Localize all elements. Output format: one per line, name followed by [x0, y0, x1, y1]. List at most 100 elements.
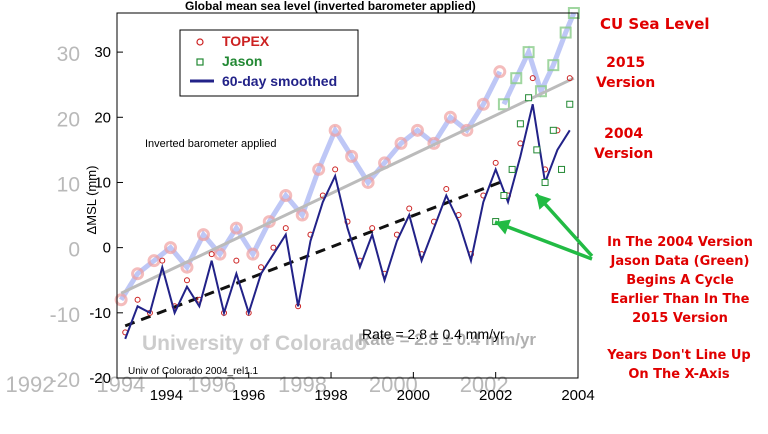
- topex-point: [134, 296, 141, 303]
- cu-sea-level-label: CU Sea Level: [600, 15, 710, 33]
- footer-text: Univ of Colorado 2004_rel1.1: [128, 366, 259, 377]
- topex-point: [183, 277, 190, 284]
- note-line: In The 2004 Version: [607, 235, 753, 250]
- series-2015-jason-point: [522, 46, 535, 59]
- note-line: Years Don't Line Up: [607, 348, 751, 363]
- series-2015-topex-point: [164, 241, 178, 255]
- series-2015-topex-point: [345, 149, 359, 163]
- x-tick-label: 2002: [479, 387, 512, 404]
- y-tick-label: 20: [94, 109, 111, 126]
- series-2015-jason-point: [547, 59, 560, 72]
- series-2015-topex-point: [147, 254, 161, 268]
- topex-point: [566, 75, 573, 82]
- y-tick-label: -20: [89, 370, 111, 387]
- ghost-rate-text: Rate = 2.8 ± 0.4 mm/yr: [358, 330, 536, 349]
- jason-point: [558, 165, 566, 173]
- y-axis-label: ΔMSL (mm): [84, 166, 99, 235]
- version-2004-year: 2004: [604, 126, 644, 142]
- topex-point: [443, 185, 450, 192]
- topex-point: [282, 225, 289, 232]
- series-2015-topex-point: [443, 110, 457, 124]
- trend-line-2015: [120, 76, 575, 295]
- jason-point: [508, 165, 516, 173]
- series-2015-topex-point: [213, 247, 227, 261]
- chart-title: Global mean sea level (inverted baromete…: [185, 0, 476, 13]
- y-tick-label: 10: [94, 174, 111, 191]
- note-line: Jason Data (Green): [610, 254, 750, 269]
- arrow-to-2004-jason-head: [495, 219, 511, 235]
- series-2015-topex-point: [476, 97, 490, 111]
- x-tick-label: 1998: [314, 387, 347, 404]
- x-tick-label: 1996: [232, 387, 265, 404]
- note-line: Begins A Cycle: [626, 273, 734, 288]
- legend-label: Jason: [222, 53, 262, 69]
- ghost-x-tick-label: 1996: [187, 372, 236, 397]
- years-note: Years Don't Line Up On The X-Axis: [596, 346, 762, 384]
- series-2015-jason-point: [559, 26, 572, 39]
- topex-point: [159, 257, 166, 264]
- ghost-y-tick-label: 10: [57, 173, 80, 196]
- topex-point: [529, 75, 536, 82]
- version-2015-year: 2015: [606, 55, 646, 71]
- series-2015-jason-point: [497, 98, 510, 111]
- topex-point: [492, 159, 499, 166]
- series-2015-topex-point: [131, 267, 145, 281]
- arrow-to-2004-jason: [494, 220, 593, 261]
- series-2015-topex-point: [246, 247, 260, 261]
- series-2015-topex-point: [410, 123, 424, 137]
- y-tick-label: 0: [103, 240, 111, 257]
- note-line: Earlier Than In The: [610, 292, 750, 307]
- topex-point: [332, 166, 339, 173]
- smoothed-line: [124, 104, 571, 340]
- series-2015-topex-point: [328, 123, 342, 137]
- ghost-y-tick-label: -10: [50, 304, 80, 327]
- y-tick-label: 30: [94, 44, 111, 61]
- series-2015-topex-point: [279, 189, 293, 202]
- series-2015-topex-point: [114, 293, 128, 307]
- ghost-y-tick-label: 20: [57, 108, 80, 131]
- jason-point: [549, 126, 557, 134]
- plot-frame: [116, 12, 579, 379]
- version-2015-label: 2015 Version: [596, 53, 655, 93]
- version-2004-word: Version: [594, 146, 654, 162]
- series-2015-topex-point: [493, 65, 507, 79]
- ghost-x-tick-label: 1998: [278, 372, 327, 397]
- series-2015-topex-point: [196, 228, 210, 242]
- x-tick-label: 2000: [397, 387, 430, 404]
- topex-point: [270, 244, 277, 251]
- note-line: 2015 Version: [632, 311, 728, 326]
- series-2015-jason-line: [501, 12, 577, 106]
- ghost-y-tick-label: 30: [57, 43, 80, 66]
- legend-topex-marker: [196, 38, 204, 46]
- series-2015-topex-point: [312, 162, 326, 176]
- legend-label: 60-day smoothed: [222, 73, 337, 89]
- arrow-to-2015-jason-head: [536, 194, 552, 210]
- ghost-x-tick-label: 1994: [96, 372, 145, 397]
- topex-point: [208, 251, 215, 258]
- x-tick-label: 1994: [150, 387, 183, 404]
- ghost-x-tick-label: 1992: [6, 372, 55, 397]
- series-2015-jason-point: [510, 72, 523, 85]
- legend-jason-marker: [196, 58, 204, 66]
- series-2015-topex-point: [295, 208, 309, 222]
- jason-point: [541, 178, 549, 186]
- x-tick-label: 2004: [561, 387, 594, 404]
- version-2015-word: Version: [596, 75, 656, 91]
- rate-text: Rate = 2.8 ± 0.4 mm/yr: [362, 326, 505, 342]
- legend: TOPEX Jason 60-day smoothed: [179, 29, 359, 97]
- series-2015-topex-point: [229, 221, 243, 235]
- note-line: On The X-Axis: [628, 367, 730, 382]
- topex-point: [406, 205, 413, 212]
- jason-point: [566, 100, 574, 108]
- y-tick-label: -10: [89, 305, 111, 322]
- watermark-text: University of Colorado: [142, 332, 367, 355]
- ghost-y-tick-label: 0: [68, 239, 80, 262]
- ghost-y-tick-label: -20: [50, 369, 80, 392]
- jason-point: [525, 94, 533, 102]
- series-2015-topex-point: [394, 136, 408, 150]
- topex-point: [369, 225, 376, 232]
- legend-label: TOPEX: [222, 33, 270, 49]
- jason-cycle-note: In The 2004 Version Jason Data (Green) B…: [594, 233, 766, 328]
